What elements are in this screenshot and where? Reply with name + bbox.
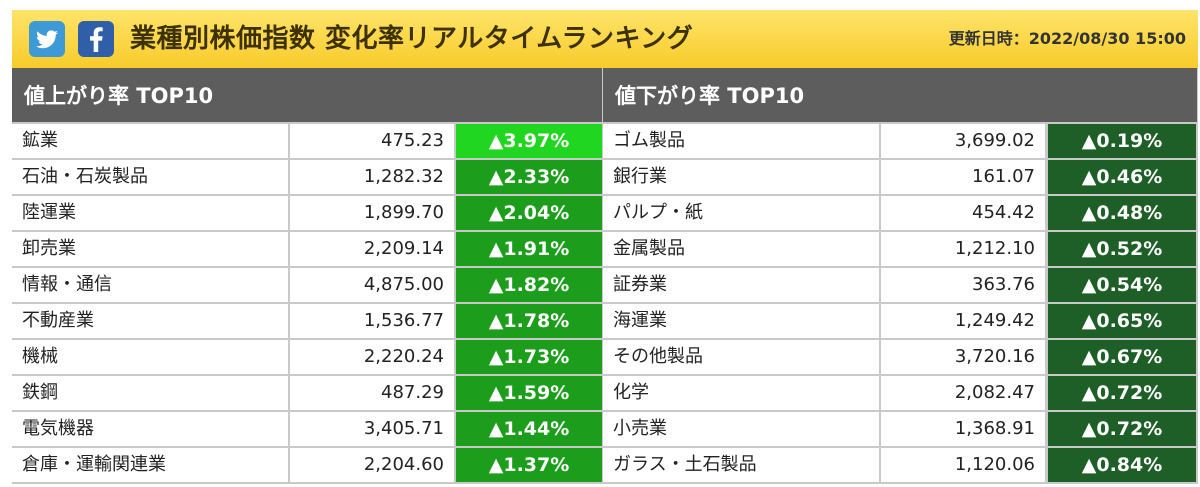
change-rate: ▲1.82%: [456, 268, 602, 302]
table-row[interactable]: ガラス・土石製品 1,120.06 ▲0.84%: [603, 448, 1197, 482]
change-rate: ▲0.67%: [1048, 340, 1196, 374]
table-row[interactable]: 卸売業 2,209.14 ▲1.91%: [12, 232, 602, 266]
table-row[interactable]: 化学 2,082.47 ▲0.72%: [603, 376, 1197, 410]
change-rate: ▲2.04%: [456, 196, 602, 230]
table-row[interactable]: その他製品 3,720.16 ▲0.67%: [603, 340, 1197, 374]
sector-name: 小売業: [603, 412, 879, 446]
change-rate: ▲0.48%: [1048, 196, 1196, 230]
sector-name: パルプ・紙: [603, 196, 879, 230]
table-row[interactable]: 不動産業 1,536.77 ▲1.78%: [12, 304, 602, 338]
table-row[interactable]: 証券業 363.76 ▲0.54%: [603, 268, 1197, 302]
sector-name: ガラス・土石製品: [603, 448, 879, 482]
table-row[interactable]: 金属製品 1,212.10 ▲0.52%: [603, 232, 1197, 266]
index-value: 2,204.60: [290, 448, 454, 482]
sector-name: 化学: [603, 376, 879, 410]
sector-name: 不動産業: [12, 304, 288, 338]
change-rate: ▲1.37%: [456, 448, 602, 482]
table-row[interactable]: 海運業 1,249.42 ▲0.65%: [603, 304, 1197, 338]
widget-header: 業種別株価指数 変化率リアルタイムランキング 更新日時：2022/08/30 1…: [12, 10, 1198, 68]
index-value: 2,082.47: [881, 376, 1045, 410]
sector-name: 鉄鋼: [12, 376, 288, 410]
losers-list: ゴム製品 3,699.02 ▲0.19% 銀行業 161.07 ▲0.46% パルプ・紙 45…: [603, 124, 1197, 482]
sector-name: 倉庫・運輸関連業: [12, 448, 288, 482]
index-value: 161.07: [881, 160, 1045, 194]
sector-name: 機械: [12, 340, 288, 374]
change-rate: ▲1.59%: [456, 376, 602, 410]
twitter-share-button[interactable]: [29, 21, 65, 57]
change-rate: ▲1.73%: [456, 340, 602, 374]
table-row[interactable]: 陸運業 1,899.70 ▲2.04%: [12, 196, 602, 230]
losers-panel: 値下がり率 TOP10 ゴム製品 3,699.02 ▲0.19% 銀行業 161.07 ▲…: [603, 68, 1197, 484]
table-row[interactable]: 鉄鋼 487.29 ▲1.59%: [12, 376, 602, 410]
index-value: 1,249.42: [881, 304, 1045, 338]
index-value: 1,368.91: [881, 412, 1045, 446]
index-value: 363.76: [881, 268, 1045, 302]
sector-name: 石油・石炭製品: [12, 160, 288, 194]
index-value: 2,220.24: [290, 340, 454, 374]
table-row[interactable]: 石油・石炭製品 1,282.32 ▲2.33%: [12, 160, 602, 194]
change-rate: ▲0.84%: [1048, 448, 1196, 482]
change-rate: ▲1.91%: [456, 232, 602, 266]
sector-name: 証券業: [603, 268, 879, 302]
change-rate: ▲0.65%: [1048, 304, 1196, 338]
index-value: 2,209.14: [290, 232, 454, 266]
table-row[interactable]: 機械 2,220.24 ▲1.73%: [12, 340, 602, 374]
index-value: 1,899.70: [290, 196, 454, 230]
index-value: 1,282.32: [290, 160, 454, 194]
change-rate: ▲3.97%: [456, 124, 602, 158]
twitter-bird-icon: [36, 30, 58, 49]
sector-name: 銀行業: [603, 160, 879, 194]
index-value: 3,720.16: [881, 340, 1045, 374]
table-row[interactable]: 銀行業 161.07 ▲0.46%: [603, 160, 1197, 194]
facebook-share-button[interactable]: [78, 21, 114, 57]
sector-name: 鉱業: [12, 124, 288, 158]
facebook-f-icon: [90, 27, 103, 52]
index-value: 4,875.00: [290, 268, 454, 302]
index-value: 3,699.02: [881, 124, 1045, 158]
sector-name: ゴム製品: [603, 124, 879, 158]
change-rate: ▲0.72%: [1048, 412, 1196, 446]
change-rate: ▲0.52%: [1048, 232, 1196, 266]
change-rate: ▲0.54%: [1048, 268, 1196, 302]
gainers-panel: 値上がり率 TOP10 鉱業 475.23 ▲3.97% 石油・石炭製品 1,282.3…: [12, 68, 602, 484]
sector-name: 電気機器: [12, 412, 288, 446]
change-rate: ▲1.44%: [456, 412, 602, 446]
index-value: 475.23: [290, 124, 454, 158]
index-value: 1,536.77: [290, 304, 454, 338]
ranking-widget: 業種別株価指数 変化率リアルタイムランキング 更新日時：2022/08/30 1…: [12, 10, 1198, 484]
sector-name: 金属製品: [603, 232, 879, 266]
table-row[interactable]: 鉱業 475.23 ▲3.97%: [12, 124, 602, 158]
gainers-heading: 値上がり率 TOP10: [12, 68, 602, 122]
index-value: 454.42: [881, 196, 1045, 230]
sector-name: 卸売業: [12, 232, 288, 266]
change-rate: ▲0.72%: [1048, 376, 1196, 410]
index-value: 1,120.06: [881, 448, 1045, 482]
change-rate: ▲0.46%: [1048, 160, 1196, 194]
table-row[interactable]: 小売業 1,368.91 ▲0.72%: [603, 412, 1197, 446]
table-row[interactable]: 電気機器 3,405.71 ▲1.44%: [12, 412, 602, 446]
index-value: 3,405.71: [290, 412, 454, 446]
table-row[interactable]: ゴム製品 3,699.02 ▲0.19%: [603, 124, 1197, 158]
losers-heading: 値下がり率 TOP10: [603, 68, 1197, 122]
table-row[interactable]: パルプ・紙 454.42 ▲0.48%: [603, 196, 1197, 230]
change-rate: ▲2.33%: [456, 160, 602, 194]
sector-name: 海運業: [603, 304, 879, 338]
change-rate: ▲1.78%: [456, 304, 602, 338]
gainers-list: 鉱業 475.23 ▲3.97% 石油・石炭製品 1,282.32 ▲2.33% 陸運業 1,…: [12, 124, 602, 482]
update-timestamp: 更新日時：2022/08/30 15:00: [948, 29, 1186, 48]
index-value: 1,212.10: [881, 232, 1045, 266]
table-row[interactable]: 情報・通信 4,875.00 ▲1.82%: [12, 268, 602, 302]
sector-name: その他製品: [603, 340, 879, 374]
sector-name: 情報・通信: [12, 268, 288, 302]
change-rate: ▲0.19%: [1048, 124, 1196, 158]
page-title: 業種別株価指数 変化率リアルタイムランキング: [130, 24, 694, 54]
table-row[interactable]: 倉庫・運輸関連業 2,204.60 ▲1.37%: [12, 448, 602, 482]
sector-name: 陸運業: [12, 196, 288, 230]
index-value: 487.29: [290, 376, 454, 410]
